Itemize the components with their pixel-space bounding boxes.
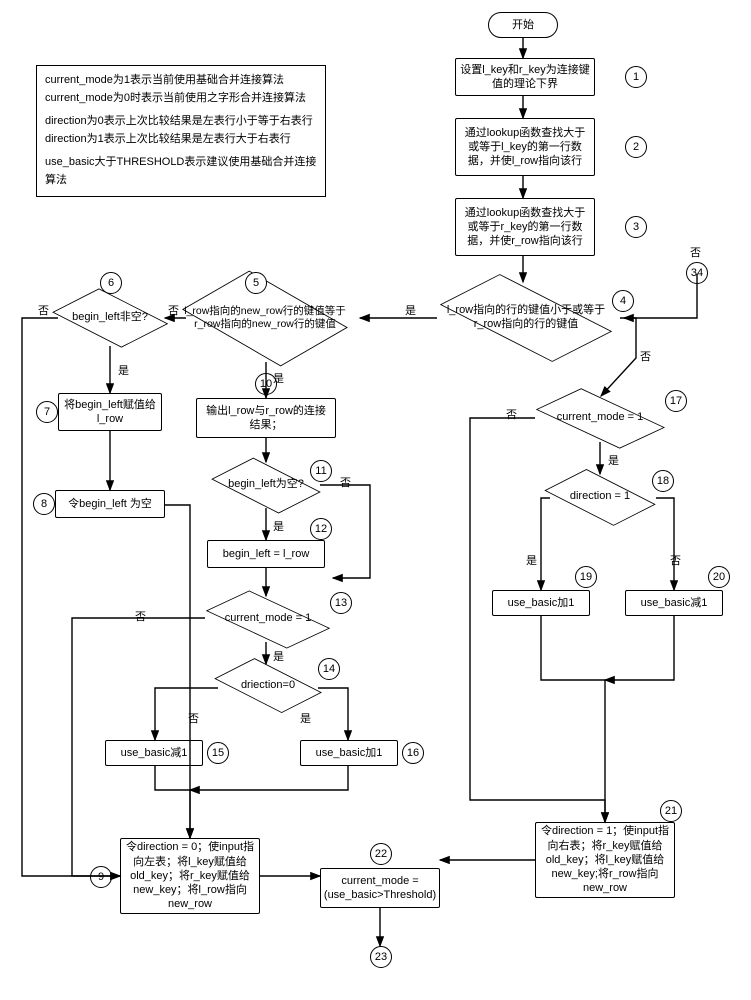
node-6: begin_left非空? bbox=[50, 290, 170, 346]
node-8: 令begin_left 为空 bbox=[55, 490, 165, 518]
num-8: 8 bbox=[33, 493, 55, 515]
num-19: 19 bbox=[575, 566, 597, 588]
node-12: begin_left = l_row bbox=[207, 540, 325, 568]
node-4: l_row指向的行的键值小于或等于r_row指向的行的键值 bbox=[426, 278, 626, 358]
num-3: 3 bbox=[625, 216, 647, 238]
label-34-no: 否 bbox=[690, 244, 701, 260]
node-1-label: 设置l_key和r_key为连接键值的理论下界 bbox=[460, 63, 590, 92]
node-2: 通过lookup函数查找大于或等于l_key的第一行数据，并使l_row指向该行 bbox=[455, 118, 595, 176]
node-13: current_mode = 1 bbox=[198, 594, 338, 644]
node-3-label: 通过lookup函数查找大于或等于r_key的第一行数据，并使r_row指向该行 bbox=[460, 206, 590, 249]
node-18: direction = 1 bbox=[540, 472, 660, 522]
node-22-label: current_mode = (use_basic>Threshold) bbox=[324, 874, 436, 903]
legend-line-4: direction为1表示上次比较结果是左表行大于右表行 bbox=[45, 131, 317, 149]
num-15: 15 bbox=[207, 742, 229, 764]
node-17-label: current_mode = 1 bbox=[549, 411, 652, 425]
node-1: 设置l_key和r_key为连接键值的理论下界 bbox=[455, 58, 595, 96]
node-17: current_mode = 1 bbox=[525, 392, 675, 444]
num-16: 16 bbox=[402, 742, 424, 764]
node-21: 令direction = 1；使input指向右表；将r_key赋值给old_k… bbox=[535, 822, 675, 898]
node-4-label: l_row指向的行的键值小于或等于r_row指向的行的键值 bbox=[426, 304, 626, 332]
legend-line-2: current_mode为0时表示当前使用之字形合并连接算法 bbox=[45, 90, 317, 108]
node-11: begin_left为空? bbox=[210, 460, 322, 510]
num-14: 14 bbox=[318, 658, 340, 680]
label-14-yes: 是 bbox=[300, 710, 311, 726]
label-11-yes: 是 bbox=[273, 518, 284, 534]
label-4-no: 否 bbox=[640, 348, 651, 364]
node-19-label: use_basic加1 bbox=[508, 596, 575, 610]
node-15: use_basic减1 bbox=[105, 740, 203, 766]
num-11: 11 bbox=[310, 460, 332, 482]
node-3: 通过lookup函数查找大于或等于r_key的第一行数据，并使r_row指向该行 bbox=[455, 198, 595, 256]
node-start-label: 开始 bbox=[512, 18, 534, 32]
num-23: 23 bbox=[370, 946, 392, 968]
label-5-yes: 是 bbox=[273, 370, 284, 386]
label-13-yes: 是 bbox=[273, 648, 284, 664]
node-21-label: 令direction = 1；使input指向右表；将r_key赋值给old_k… bbox=[540, 824, 670, 895]
label-13-no: 否 bbox=[135, 608, 146, 624]
num-2: 2 bbox=[625, 136, 647, 158]
label-14-no: 否 bbox=[188, 710, 199, 726]
label-6-yes: 是 bbox=[118, 362, 129, 378]
node-6-label: begin_left非空? bbox=[64, 311, 156, 325]
node-15-label: use_basic减1 bbox=[121, 746, 188, 760]
legend-line-5: use_basic大于THRESHOLD表示建议使用基础合并连接算法 bbox=[45, 154, 317, 189]
label-4-yes: 是 bbox=[405, 302, 416, 318]
num-13: 13 bbox=[330, 592, 352, 614]
num-18: 18 bbox=[652, 470, 674, 492]
node-8-label: 令begin_left 为空 bbox=[68, 497, 152, 511]
node-9: 令direction = 0；使input指向左表；将l_key赋值给old_k… bbox=[120, 838, 260, 914]
num-20: 20 bbox=[708, 566, 730, 588]
node-12-label: begin_left = l_row bbox=[223, 547, 310, 561]
node-16: use_basic加1 bbox=[300, 740, 398, 766]
label-18-no: 否 bbox=[670, 552, 681, 568]
node-10-label: 输出l_row与r_row的连接结果； bbox=[201, 404, 331, 433]
node-20: use_basic减1 bbox=[625, 590, 723, 616]
node-7-label: 将begin_left赋值给l_row bbox=[63, 398, 157, 427]
node-14: driection=0 bbox=[210, 662, 326, 710]
node-14-label: driection=0 bbox=[233, 679, 303, 693]
node-16-label: use_basic加1 bbox=[316, 746, 383, 760]
node-13-label: current_mode = 1 bbox=[217, 612, 320, 626]
legend-line-1: current_mode为1表示当前使用基础合并连接算法 bbox=[45, 72, 317, 90]
node-10: 输出l_row与r_row的连接结果； bbox=[196, 398, 336, 438]
num-6: 6 bbox=[100, 272, 122, 294]
label-11-no: 否 bbox=[340, 474, 351, 490]
num-7: 7 bbox=[36, 401, 58, 423]
num-9: 9 bbox=[90, 866, 112, 888]
label-18-yes: 是 bbox=[526, 552, 537, 568]
node-5-label: l_row指向的new_row行的键值等于r_row指向的new_row行的键值 bbox=[165, 305, 365, 331]
node-22: current_mode = (use_basic>Threshold) bbox=[320, 868, 440, 908]
num-34: 34 bbox=[686, 262, 708, 284]
node-18-label: direction = 1 bbox=[562, 490, 638, 504]
node-7: 将begin_left赋值给l_row bbox=[58, 393, 162, 431]
label-17-yes: 是 bbox=[608, 452, 619, 468]
label-6-no: 否 bbox=[38, 302, 49, 318]
node-9-label: 令direction = 0；使input指向左表；将l_key赋值给old_k… bbox=[125, 840, 255, 911]
num-1: 1 bbox=[625, 66, 647, 88]
node-start: 开始 bbox=[488, 12, 558, 38]
node-2-label: 通过lookup函数查找大于或等于l_key的第一行数据，并使l_row指向该行 bbox=[460, 126, 590, 169]
num-22: 22 bbox=[370, 843, 392, 865]
legend-box: current_mode为1表示当前使用基础合并连接算法 current_mod… bbox=[36, 65, 326, 197]
num-5: 5 bbox=[245, 272, 267, 294]
node-20-label: use_basic减1 bbox=[641, 596, 708, 610]
node-11-label: begin_left为空? bbox=[220, 478, 312, 492]
num-21: 21 bbox=[660, 800, 682, 822]
num-12: 12 bbox=[310, 518, 332, 540]
label-17-no: 否 bbox=[506, 406, 517, 422]
legend-line-3: direction为0表示上次比较结果是左表行小于等于右表行 bbox=[45, 113, 317, 131]
node-19: use_basic加1 bbox=[492, 590, 590, 616]
num-17: 17 bbox=[665, 390, 687, 412]
